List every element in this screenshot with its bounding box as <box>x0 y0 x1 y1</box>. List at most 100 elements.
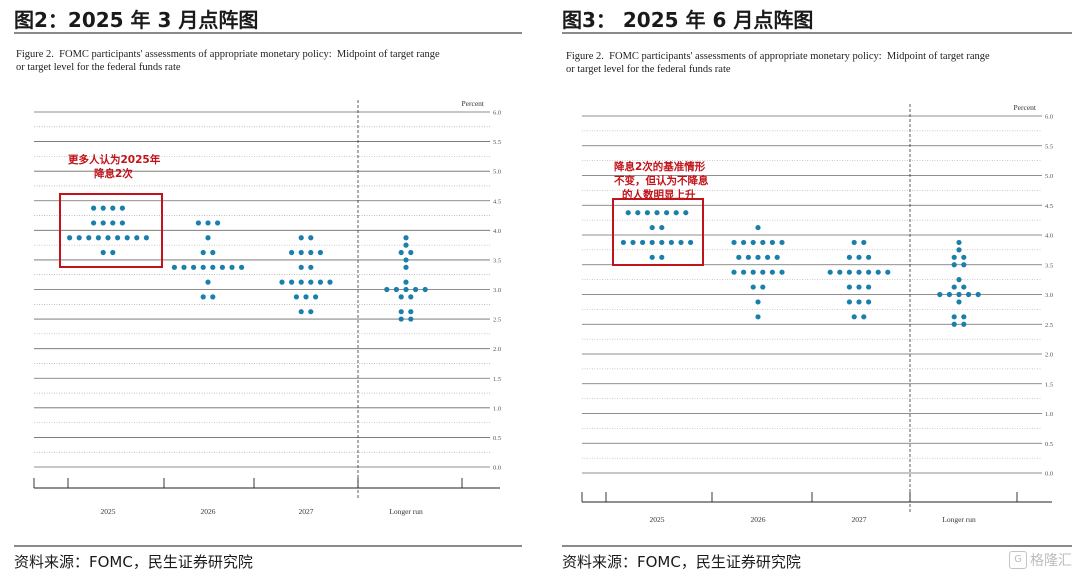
participant-dot <box>298 249 304 256</box>
participant-dot <box>946 291 952 298</box>
participant-dot <box>317 279 323 285</box>
participant-dot <box>866 299 872 305</box>
participant-dot <box>210 264 216 270</box>
participant-dot <box>640 239 646 246</box>
participant-dot <box>200 249 206 256</box>
x-category-label: 2025 <box>101 507 116 516</box>
participant-dot <box>644 210 650 216</box>
participant-dot <box>956 247 962 253</box>
participant-dot <box>961 262 967 268</box>
participant-dot <box>298 309 304 315</box>
y-tick-label: 1.5 <box>493 376 501 383</box>
participant-dot <box>688 239 694 246</box>
participant-dot <box>975 291 981 298</box>
participant-dot <box>837 269 843 275</box>
annotation-text: 降息2次的基准情形 <box>614 160 706 173</box>
participant-dot <box>210 294 216 300</box>
y-tick-label: 3.0 <box>493 287 501 294</box>
participant-dot <box>110 205 116 211</box>
annotation-box <box>612 198 704 266</box>
source-rule <box>562 545 1072 547</box>
participant-dot <box>846 284 852 290</box>
participant-dot <box>760 239 766 246</box>
participant-dot <box>91 205 97 211</box>
y-axis-label: Percent <box>1014 103 1037 112</box>
participant-dot <box>229 264 235 270</box>
participant-dot <box>654 210 660 216</box>
annotation-box <box>59 193 163 268</box>
participant-dot <box>678 239 684 246</box>
participant-dot <box>308 309 314 315</box>
participant-dot <box>779 239 785 246</box>
participant-dot <box>851 314 857 320</box>
y-tick-label: 5.5 <box>1045 143 1053 150</box>
participant-dot <box>745 254 751 260</box>
y-tick-label: 2.0 <box>1045 352 1053 359</box>
participant-dot <box>110 249 116 256</box>
participant-dot <box>951 321 957 327</box>
participant-dot <box>846 254 852 260</box>
annotation-text: 的人数明显上升 <box>622 188 696 201</box>
participant-dot <box>110 220 116 226</box>
participant-dot <box>961 314 967 320</box>
participant-dot <box>215 220 221 226</box>
participant-dot <box>956 239 962 246</box>
participant-dot <box>408 249 414 256</box>
participant-dot <box>659 224 665 231</box>
participant-dot <box>961 284 967 290</box>
x-category-label: 2026 <box>201 507 216 516</box>
participant-dot <box>200 294 206 300</box>
participant-dot <box>649 239 655 246</box>
source-note: 资料来源：FOMC，民生证券研究院 <box>562 553 801 571</box>
participant-dot <box>413 286 419 293</box>
y-tick-label: 0.5 <box>1045 441 1053 448</box>
participant-dot <box>327 279 333 285</box>
participant-dot <box>308 264 314 270</box>
participant-dot <box>846 299 852 305</box>
participant-dot <box>393 286 399 293</box>
participant-dot <box>765 254 771 260</box>
participant-dot <box>205 235 211 241</box>
participant-dot <box>769 239 775 246</box>
participant-dot <box>317 249 323 256</box>
figure-caption: Figure 2. FOMC participants' assessments… <box>16 49 440 73</box>
participant-dot <box>668 239 674 246</box>
participant-dot <box>861 239 867 246</box>
participant-dot <box>649 254 655 260</box>
participant-dot <box>134 235 140 241</box>
participant-dot <box>760 269 766 275</box>
x-category-label: 2027 <box>852 515 867 524</box>
participant-dot <box>398 249 404 256</box>
participant-dot <box>625 210 631 216</box>
participant-dot <box>408 309 414 315</box>
participant-dot <box>293 294 299 300</box>
participant-dot <box>105 235 111 241</box>
participant-dot <box>313 294 319 300</box>
y-tick-label: 2.0 <box>493 346 501 353</box>
participant-dot <box>205 220 211 226</box>
participant-dot <box>664 210 670 216</box>
x-category-label: 2027 <box>299 507 314 516</box>
x-category-label: 2026 <box>751 515 766 524</box>
participant-dot <box>422 286 428 293</box>
annotation-text: 更多人认为2025年 <box>68 153 161 166</box>
participant-dot <box>961 254 967 260</box>
participant-dot <box>851 239 857 246</box>
participant-dot <box>279 279 285 285</box>
participant-dot <box>736 254 742 260</box>
y-tick-label: 0.0 <box>1045 471 1053 478</box>
participant-dot <box>219 264 225 270</box>
participant-dot <box>769 269 775 275</box>
participant-dot <box>398 294 404 300</box>
participant-dot <box>119 220 125 226</box>
participant-dot <box>956 291 962 298</box>
participant-dot <box>866 269 872 275</box>
participant-dot <box>239 264 245 270</box>
dot-plot-chart: Percent 6.0 5.5 5.0 4.5 4.0 3.5 3.0 2.5 2.0 1.5 1.0… <box>581 103 1053 524</box>
participant-dot <box>298 264 304 270</box>
y-tick-label: 2.5 <box>1045 322 1053 329</box>
participant-dot <box>403 279 409 285</box>
participant-dot <box>755 314 761 320</box>
participant-dot <box>630 239 636 246</box>
participant-dot <box>398 309 404 315</box>
